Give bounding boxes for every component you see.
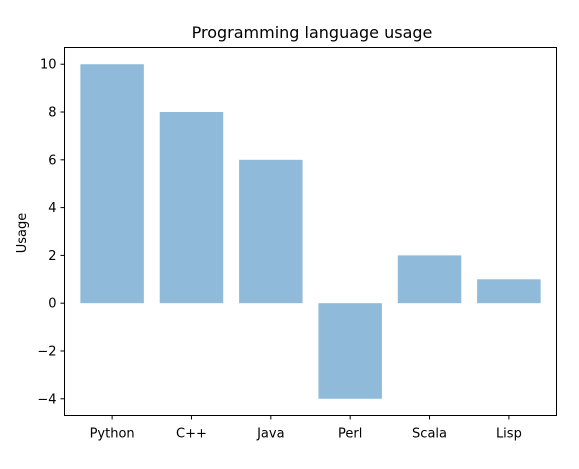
x-axis: Python C++ Java Perl Scala Lisp xyxy=(90,415,522,442)
bar-cp xyxy=(159,112,224,304)
x-tick-label: Lisp xyxy=(496,427,522,442)
y-tick-label: −2 xyxy=(37,344,56,359)
bar-scala xyxy=(397,255,462,304)
bar-python xyxy=(80,64,144,304)
bar-java xyxy=(239,159,303,304)
y-tick-label: 8 xyxy=(48,106,56,121)
x-tick-label: Python xyxy=(90,427,135,442)
y-axis: −4 −2 0 2 4 6 8 10 xyxy=(37,58,65,407)
bar-perl xyxy=(318,303,382,399)
y-tick-label: 6 xyxy=(48,153,56,168)
x-tick-label: Java xyxy=(256,427,284,442)
y-tick-label: 10 xyxy=(40,58,57,73)
bars-group xyxy=(80,64,541,399)
y-tick-label: −4 xyxy=(37,392,56,407)
y-axis-title: Usage xyxy=(15,213,30,254)
y-tick-label: 0 xyxy=(48,297,56,312)
plot-frame xyxy=(64,47,557,416)
chart-title: Programming language usage xyxy=(192,23,433,42)
y-tick-label: 4 xyxy=(48,201,56,216)
bar-lisp xyxy=(477,279,541,304)
x-tick-label: Perl xyxy=(338,427,362,442)
y-tick-label: 2 xyxy=(48,249,56,264)
x-tick-label: C++ xyxy=(176,427,207,442)
x-tick-label: Scala xyxy=(412,427,447,442)
